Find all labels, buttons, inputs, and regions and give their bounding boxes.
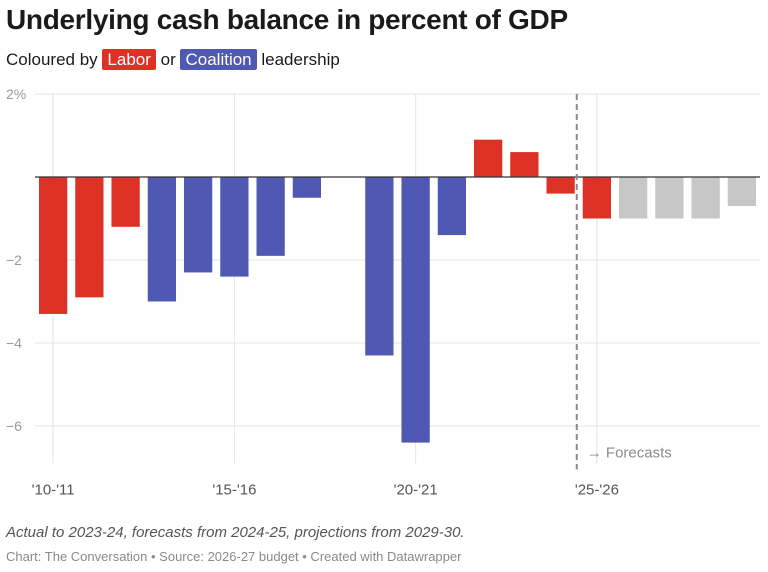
bar-coalition <box>401 177 430 443</box>
subtitle-prefix: Coloured by <box>6 50 98 69</box>
chart-title: Underlying cash balance in percent of GD… <box>6 4 568 35</box>
chart-subtitle: Coloured by Labor or Coalition leadershi… <box>6 49 340 70</box>
bar-projection <box>655 177 684 219</box>
y-tick-label: −6 <box>6 418 22 434</box>
subtitle-suffix: leadership <box>261 50 340 69</box>
bar-coalition <box>365 177 394 356</box>
bar-labor <box>510 152 539 177</box>
labor-legend-tag: Labor <box>102 49 156 70</box>
x-tick-label: '10-'11 <box>32 481 75 498</box>
y-tick-label: −4 <box>6 335 22 351</box>
chart-source: Chart: The Conversation • Source: 2026-2… <box>6 549 462 564</box>
bar-labor <box>582 177 612 219</box>
y-tick-label: 2% <box>6 86 26 102</box>
bar-projection <box>727 177 757 207</box>
subtitle-or: or <box>160 50 176 69</box>
bar-labor <box>38 177 68 314</box>
bar-labor <box>111 177 140 227</box>
bar-coalition <box>256 177 285 256</box>
bar-chart: 2% −2 −4 −6 → Forecasts '10-'11 '15-'16 '20-'21… <box>6 86 760 498</box>
bar-projection <box>691 177 720 219</box>
bar-labor <box>473 139 503 177</box>
bar-coalition <box>437 177 467 236</box>
chart-notes: Actual to 2023-24, forecasts from 2024-2… <box>6 524 465 541</box>
coalition-legend-tag: Coalition <box>180 49 257 70</box>
x-tick-label: '20-'21 <box>394 481 438 498</box>
bar-projection <box>618 177 648 219</box>
bar-coalition <box>147 177 177 302</box>
bar-coalition <box>183 177 213 273</box>
y-tick-label: −2 <box>6 252 22 268</box>
bar-labor <box>75 177 104 298</box>
bar-coalition <box>220 177 249 277</box>
x-tick-label: '25-'26 <box>575 481 619 498</box>
x-tick-label: '15-'16 <box>212 481 256 498</box>
bar-labor <box>546 177 575 194</box>
bar-coalition <box>292 177 322 198</box>
forecast-label: → Forecasts <box>587 444 672 461</box>
